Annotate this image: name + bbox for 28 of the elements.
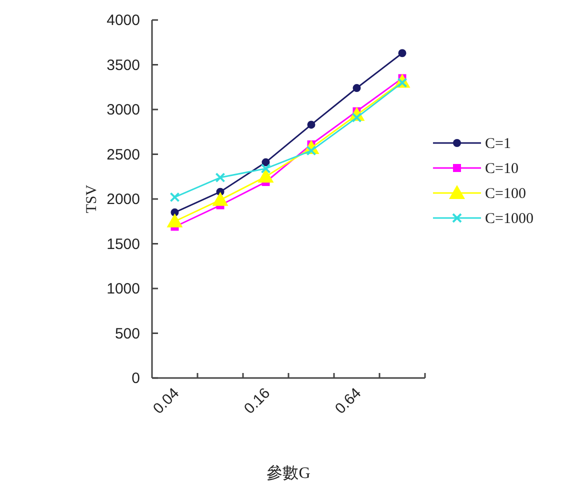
point xyxy=(307,120,316,129)
y-tick-label: 1000 xyxy=(106,280,140,298)
y-tick-label: 2500 xyxy=(106,146,140,164)
x-axis-title: 參數G xyxy=(266,464,311,482)
point xyxy=(258,168,274,183)
y-tick-label: 0 xyxy=(132,370,140,387)
legend-label: C=1000 xyxy=(485,211,534,227)
y-tick-label: 3500 xyxy=(106,56,140,74)
y-axis-title: TSV xyxy=(84,184,100,214)
y-tick-label: 3000 xyxy=(106,102,140,118)
point xyxy=(398,49,406,58)
point xyxy=(352,84,361,92)
point xyxy=(215,172,226,183)
legend-label: C=1 xyxy=(485,136,511,152)
y-tick-label: 500 xyxy=(114,325,140,342)
point xyxy=(260,164,271,174)
x-tick-label: 0.16 xyxy=(240,384,274,418)
point xyxy=(170,192,180,202)
point xyxy=(212,192,228,206)
legend-label: C=10 xyxy=(485,161,518,177)
x-tick-label: 0.04 xyxy=(150,384,183,418)
y-tick-label: 4000 xyxy=(106,12,140,29)
y-tick-label: 2000 xyxy=(106,191,140,208)
point xyxy=(262,158,270,166)
legend-label: C=100 xyxy=(485,186,526,202)
x-tick-label: 0.64 xyxy=(332,384,365,418)
point xyxy=(166,213,183,228)
y-tick-label: 1500 xyxy=(106,236,140,253)
